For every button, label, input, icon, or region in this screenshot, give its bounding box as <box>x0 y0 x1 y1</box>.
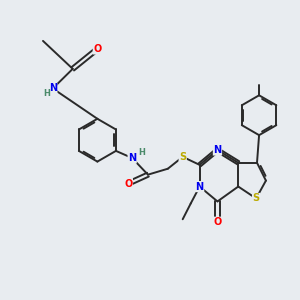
Text: N: N <box>213 145 221 155</box>
Text: S: S <box>253 194 260 203</box>
Text: N: N <box>128 153 136 163</box>
Text: H: H <box>43 89 50 98</box>
Text: H: H <box>138 148 145 157</box>
Text: O: O <box>124 178 132 189</box>
Text: O: O <box>213 217 222 227</box>
Text: N: N <box>49 83 57 94</box>
Text: N: N <box>196 182 204 192</box>
Text: S: S <box>179 152 186 162</box>
Text: O: O <box>93 44 101 54</box>
